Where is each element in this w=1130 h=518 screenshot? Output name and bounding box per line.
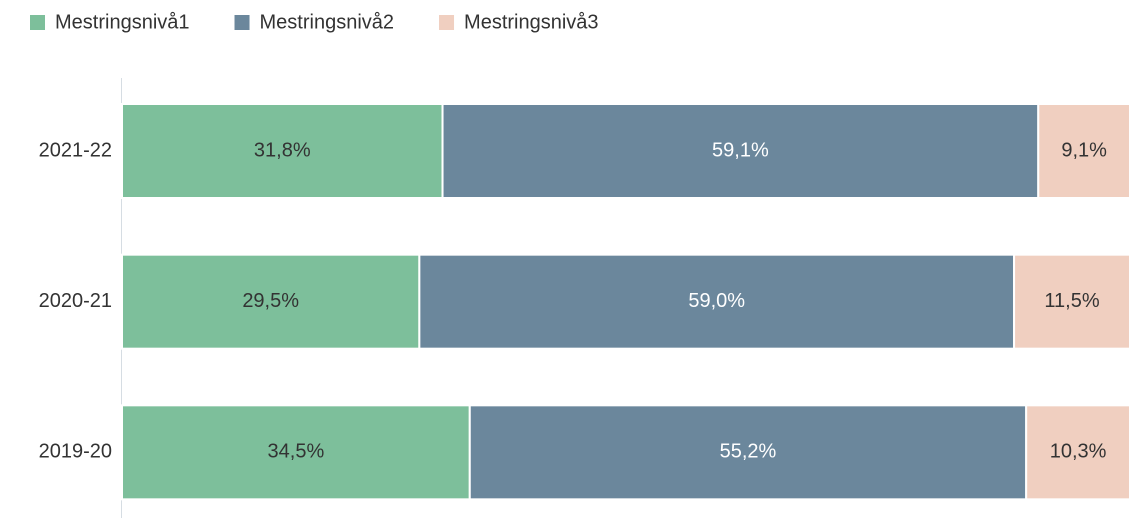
y-tick-label: 2020-21 <box>39 290 112 312</box>
value-label: 10,3% <box>1050 441 1107 463</box>
legend-swatch <box>439 15 455 30</box>
bar-segment <box>121 404 471 501</box>
bar-segment <box>1013 253 1130 350</box>
value-label: 29,5% <box>242 290 299 312</box>
value-label: 34,5% <box>268 441 325 463</box>
bar-segment <box>1037 103 1130 199</box>
value-label: 59,0% <box>688 290 745 312</box>
value-label: 55,2% <box>720 441 777 463</box>
bar-segment <box>468 404 1028 501</box>
value-label: 9,1% <box>1061 139 1107 161</box>
y-tick-label: 2019-20 <box>39 441 112 463</box>
legend-swatch <box>30 15 45 30</box>
bar-segment <box>1025 404 1130 501</box>
legend-label: Mestringsnivå1 <box>55 11 190 33</box>
bar-segment <box>441 103 1040 199</box>
value-label: 59,1% <box>712 139 769 161</box>
legend-swatch <box>234 15 250 30</box>
y-tick-label: 2021-22 <box>39 139 112 161</box>
value-label: 11,5% <box>1044 290 1099 312</box>
legend-label: Mestringsnivå2 <box>260 11 395 33</box>
value-label: 31,8% <box>254 139 311 161</box>
legend-label: Mestringsnivå3 <box>464 11 599 33</box>
